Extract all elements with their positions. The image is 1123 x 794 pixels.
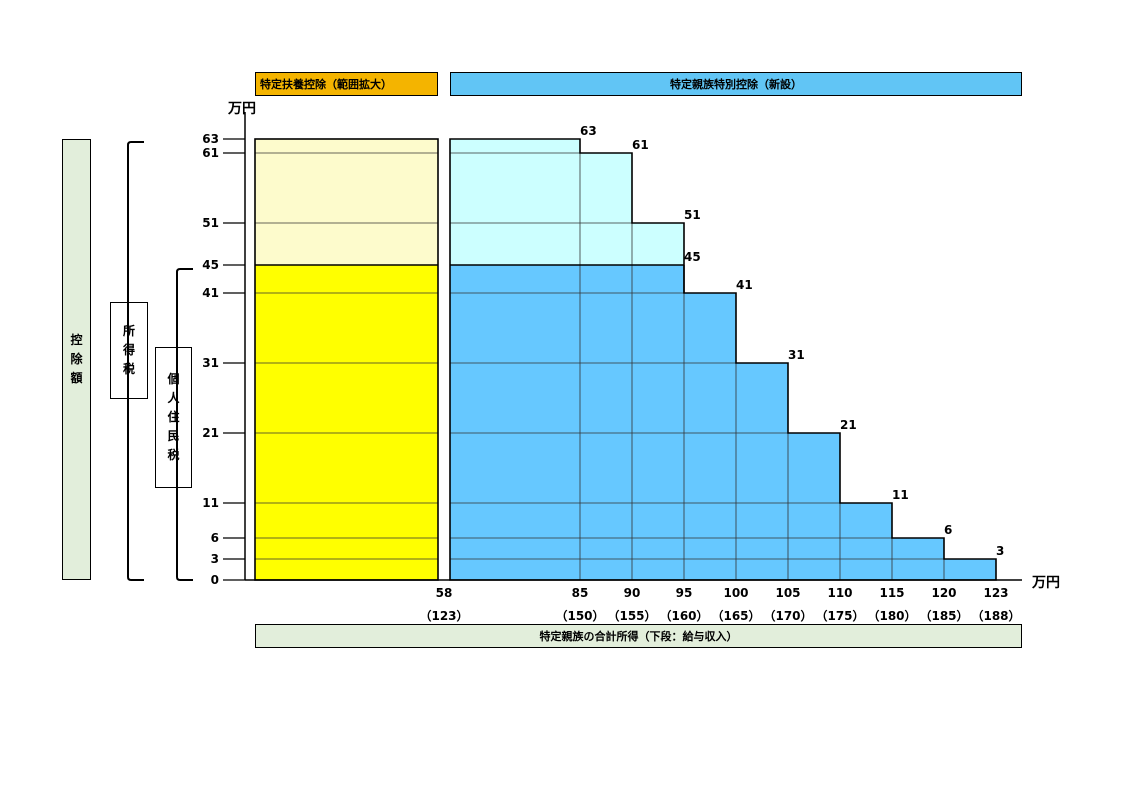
step-data-label: 6 bbox=[944, 523, 952, 537]
step-data-label: 11 bbox=[892, 488, 909, 502]
header-special-deduction: 特定親族特別控除（新設） bbox=[450, 72, 1022, 96]
x-salary-label: （160） bbox=[659, 608, 708, 623]
income-tax-bracket bbox=[127, 141, 144, 581]
special-deduction-resident-tax-part bbox=[580, 265, 632, 580]
special-deduction-resident-tax-part bbox=[736, 363, 788, 580]
step-data-label: 21 bbox=[840, 418, 857, 432]
x-salary-label: （155） bbox=[607, 608, 656, 623]
step-data-label: 3 bbox=[996, 544, 1004, 558]
y-tick-label: 0 bbox=[211, 573, 219, 587]
y-tick-label: 45 bbox=[202, 258, 219, 272]
special-deduction-resident-tax-part bbox=[450, 265, 580, 580]
y-tick-label: 63 bbox=[202, 132, 219, 146]
specific-dependent-resident-tax-part bbox=[255, 265, 438, 580]
x-axis-title: 特定親族の合計所得（下段：給与収入） bbox=[539, 630, 738, 643]
special-deduction-resident-tax-part bbox=[788, 433, 840, 580]
x-salary-label: （175） bbox=[815, 608, 864, 623]
y-tick-label: 21 bbox=[202, 426, 219, 440]
resident-tax-bracket bbox=[176, 268, 193, 581]
x-tick-label: 85 bbox=[572, 586, 589, 600]
step-data-label: 41 bbox=[736, 278, 753, 292]
x-salary-label: （123） bbox=[419, 608, 468, 623]
deduction-amount-label: 控 除 額 bbox=[62, 139, 91, 580]
x-tick-label: 123 bbox=[983, 586, 1008, 600]
x-salary-label: （185） bbox=[919, 608, 968, 623]
special-deduction-income-tax-part bbox=[632, 223, 684, 265]
special-deduction-resident-tax-part bbox=[944, 559, 996, 580]
x-salary-label: （170） bbox=[763, 608, 812, 623]
y-tick-label: 11 bbox=[202, 496, 219, 510]
x-axis-unit: 万円 bbox=[1032, 575, 1060, 591]
x-salary-label: （188） bbox=[971, 608, 1020, 623]
header-special-deduction-label: 特定親族特別控除（新設） bbox=[670, 78, 802, 91]
y-tick-label: 31 bbox=[202, 356, 219, 370]
header-specific-dependent-deduction: 特定扶養控除（範囲拡大） bbox=[255, 72, 438, 96]
x-salary-label: （180） bbox=[867, 608, 916, 623]
header-specific-dependent-label: 特定扶養控除（範囲拡大） bbox=[260, 78, 392, 91]
deduction-char: 控 bbox=[70, 332, 83, 347]
special-deduction-resident-tax-part bbox=[632, 265, 684, 580]
x-axis-title-box: 特定親族の合計所得（下段：給与収入） bbox=[255, 624, 1022, 648]
x-tick-label: 58 bbox=[436, 586, 453, 600]
y-tick-label: 3 bbox=[211, 552, 219, 566]
step-data-label: 45 bbox=[684, 250, 701, 264]
step-data-label: 61 bbox=[632, 138, 649, 152]
special-deduction-income-tax-part bbox=[450, 139, 580, 265]
special-deduction-resident-tax-part bbox=[840, 503, 892, 580]
x-tick-label: 100 bbox=[723, 586, 748, 600]
x-tick-label: 120 bbox=[931, 586, 956, 600]
specific-dependent-income-tax-part bbox=[255, 139, 438, 265]
x-salary-label: （165） bbox=[711, 608, 760, 623]
step-data-label: 31 bbox=[788, 348, 805, 362]
special-deduction-resident-tax-part bbox=[684, 293, 736, 580]
x-tick-label: 105 bbox=[775, 586, 800, 600]
x-tick-label: 95 bbox=[676, 586, 693, 600]
x-tick-label: 110 bbox=[827, 586, 852, 600]
special-deduction-income-tax-part bbox=[580, 153, 632, 265]
step-data-label: 51 bbox=[684, 208, 701, 222]
deduction-char: 除 bbox=[70, 351, 83, 366]
x-tick-label: 90 bbox=[624, 586, 641, 600]
special-deduction-outline bbox=[449, 138, 997, 581]
y-tick-label: 51 bbox=[202, 216, 219, 230]
step-data-label: 63 bbox=[580, 124, 597, 138]
x-salary-label: （150） bbox=[555, 608, 604, 623]
y-tick-label: 6 bbox=[211, 531, 219, 545]
x-tick-label: 115 bbox=[879, 586, 904, 600]
y-axis-unit: 万円 bbox=[228, 101, 256, 117]
deduction-char: 額 bbox=[70, 371, 83, 386]
y-tick-label: 61 bbox=[202, 146, 219, 160]
y-tick-label: 41 bbox=[202, 286, 219, 300]
